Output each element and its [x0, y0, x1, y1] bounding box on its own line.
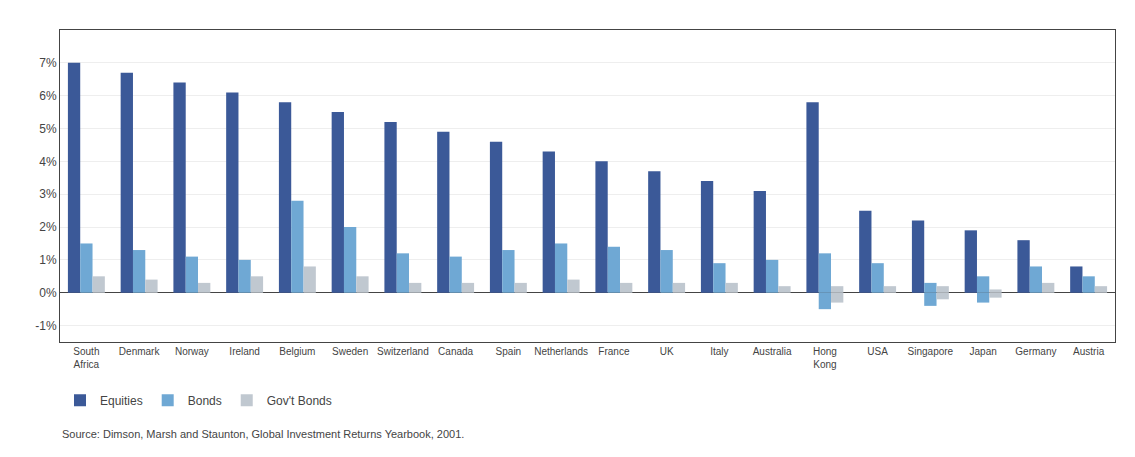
svg-text:Canada: Canada [438, 346, 473, 357]
svg-text:Denmark: Denmark [119, 346, 161, 357]
svg-text:HongKong: HongKong [813, 346, 837, 370]
svg-text:4%: 4% [39, 155, 57, 169]
svg-text:Spain: Spain [496, 346, 522, 357]
svg-text:Sweden: Sweden [332, 346, 368, 357]
svg-text:Italy: Italy [710, 346, 728, 357]
svg-text:2%: 2% [39, 220, 57, 234]
svg-text:Germany: Germany [1015, 346, 1056, 357]
svg-text:Netherlands: Netherlands [534, 346, 588, 357]
svg-text:UK: UK [660, 346, 674, 357]
svg-text:USA: USA [867, 346, 888, 357]
svg-text:Equities: Equities [100, 394, 143, 408]
svg-text:France: France [598, 346, 630, 357]
svg-text:Australia: Australia [753, 346, 792, 357]
svg-text:Source: Dimson, Marsh and Stau: Source: Dimson, Marsh and Staunton, Glob… [62, 428, 464, 440]
svg-text:7%: 7% [39, 56, 57, 70]
svg-text:6%: 6% [39, 89, 57, 103]
svg-text:Japan: Japan [970, 346, 997, 357]
svg-text:Singapore: Singapore [908, 346, 954, 357]
svg-text:Gov't Bonds: Gov't Bonds [267, 394, 332, 408]
svg-text:Bonds: Bonds [188, 394, 222, 408]
svg-text:3%: 3% [39, 187, 57, 201]
svg-text:Switzerland: Switzerland [377, 346, 429, 357]
svg-text:5%: 5% [39, 122, 57, 136]
svg-text:Austria: Austria [1073, 346, 1105, 357]
svg-text:1%: 1% [39, 253, 57, 267]
svg-text:0%: 0% [39, 286, 57, 300]
svg-text:SouthAfrica: SouthAfrica [73, 346, 99, 370]
svg-text:Belgium: Belgium [279, 346, 315, 357]
svg-text:-1%: -1% [35, 319, 57, 333]
svg-text:Norway: Norway [175, 346, 209, 357]
svg-text:Ireland: Ireland [229, 346, 260, 357]
